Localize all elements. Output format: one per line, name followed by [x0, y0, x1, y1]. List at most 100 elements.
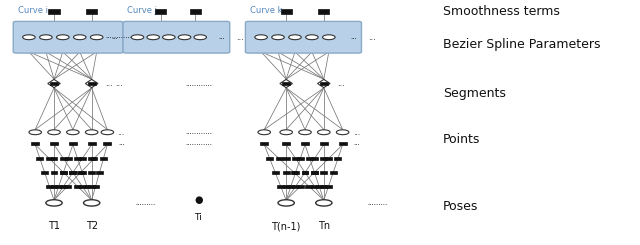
Circle shape: [131, 35, 144, 40]
Circle shape: [56, 35, 69, 40]
Bar: [335, 157, 341, 160]
Bar: [155, 10, 166, 14]
Text: .........: .........: [135, 200, 155, 206]
Circle shape: [90, 35, 103, 40]
Bar: [74, 185, 81, 188]
Circle shape: [255, 35, 268, 40]
Bar: [301, 171, 308, 174]
Circle shape: [46, 200, 62, 206]
Bar: [311, 157, 318, 160]
Bar: [50, 142, 58, 145]
Bar: [292, 171, 299, 174]
Bar: [318, 10, 330, 14]
Circle shape: [179, 35, 191, 40]
Bar: [88, 82, 96, 85]
Bar: [31, 142, 39, 145]
Text: Curve k: Curve k: [250, 6, 282, 15]
Bar: [339, 142, 347, 145]
Bar: [91, 157, 97, 160]
Text: ...: ...: [118, 128, 125, 137]
Circle shape: [278, 200, 294, 206]
Bar: [276, 157, 283, 160]
Circle shape: [147, 35, 159, 40]
Bar: [100, 157, 107, 160]
Text: Curve j: Curve j: [127, 6, 157, 15]
Text: Segments: Segments: [443, 87, 506, 100]
Bar: [330, 171, 337, 174]
Text: ...: ...: [353, 140, 360, 146]
Text: ............: ............: [105, 33, 132, 39]
Bar: [301, 142, 309, 145]
Bar: [321, 157, 327, 160]
Bar: [41, 171, 48, 174]
Bar: [65, 157, 72, 160]
Text: .........: .........: [367, 200, 387, 206]
Bar: [305, 185, 312, 188]
Text: ............: ............: [185, 129, 212, 135]
Bar: [36, 157, 44, 160]
Text: ●: ●: [194, 196, 203, 206]
Bar: [321, 171, 327, 174]
Bar: [88, 142, 96, 145]
Bar: [325, 185, 332, 188]
Bar: [79, 157, 86, 160]
Polygon shape: [317, 79, 330, 88]
Bar: [88, 185, 95, 188]
Text: ...: ...: [111, 34, 118, 40]
Bar: [51, 157, 58, 160]
Circle shape: [163, 35, 175, 40]
Circle shape: [306, 35, 318, 40]
Text: Curve i: Curve i: [18, 6, 47, 15]
Bar: [64, 185, 71, 188]
Text: T1: T1: [48, 221, 60, 231]
Text: Tn: Tn: [317, 221, 330, 231]
Circle shape: [323, 35, 335, 40]
Circle shape: [280, 130, 292, 135]
Bar: [92, 185, 99, 188]
Circle shape: [317, 130, 330, 135]
Text: ...: ...: [368, 33, 376, 42]
Polygon shape: [48, 79, 60, 88]
Circle shape: [194, 35, 207, 40]
Bar: [292, 185, 299, 188]
Circle shape: [316, 200, 332, 206]
Bar: [88, 157, 95, 160]
Bar: [282, 82, 291, 85]
Bar: [60, 171, 67, 174]
Bar: [60, 157, 67, 160]
Bar: [277, 185, 284, 188]
Bar: [189, 10, 201, 14]
Circle shape: [67, 130, 79, 135]
Bar: [283, 157, 290, 160]
Circle shape: [40, 35, 52, 40]
Bar: [103, 142, 111, 145]
Bar: [69, 171, 76, 174]
Bar: [51, 171, 58, 174]
Bar: [301, 171, 308, 174]
Bar: [280, 10, 292, 14]
Bar: [50, 82, 58, 85]
Circle shape: [29, 130, 42, 135]
Circle shape: [74, 35, 86, 40]
Bar: [282, 142, 291, 145]
Bar: [68, 142, 77, 145]
Text: Ti: Ti: [195, 213, 202, 222]
Bar: [79, 171, 86, 174]
Text: ...: ...: [118, 140, 125, 146]
Text: Bezier Spline Parameters: Bezier Spline Parameters: [443, 38, 600, 51]
Circle shape: [48, 130, 60, 135]
Bar: [316, 185, 323, 188]
Bar: [292, 157, 299, 160]
Bar: [60, 171, 67, 174]
Text: ............: ............: [185, 140, 212, 146]
FancyBboxPatch shape: [13, 21, 123, 53]
Bar: [291, 171, 298, 174]
Bar: [311, 171, 318, 174]
Bar: [311, 171, 318, 174]
Bar: [51, 185, 58, 188]
Text: Poses: Poses: [443, 200, 479, 213]
Bar: [46, 185, 52, 188]
Circle shape: [337, 130, 349, 135]
Bar: [96, 171, 103, 174]
FancyBboxPatch shape: [123, 21, 230, 53]
